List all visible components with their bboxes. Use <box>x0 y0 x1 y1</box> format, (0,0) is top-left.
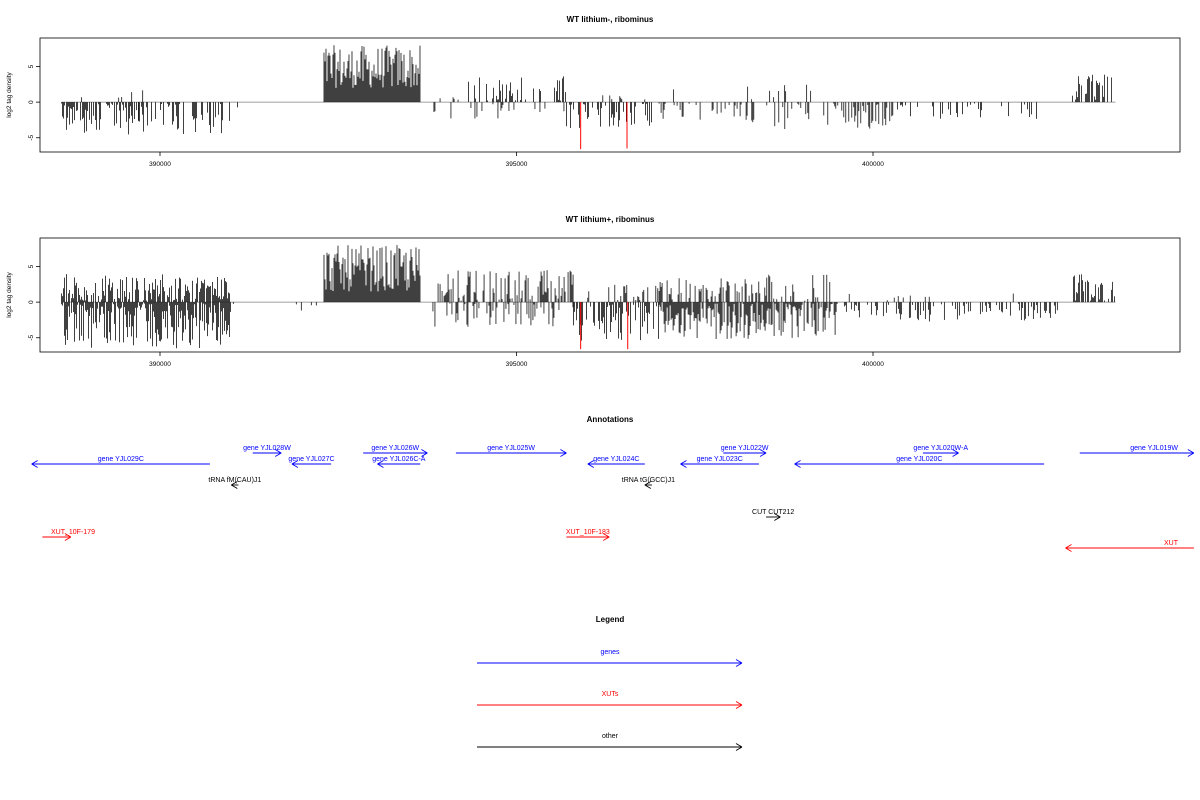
panel-wt-lithium-minus: WT lithium-, ribominus log2 tag density … <box>6 15 1181 168</box>
xut-arrow <box>1065 544 1194 552</box>
panel-2-title: WT lithium+, ribominus <box>566 215 655 224</box>
gene-label: gene YJL020W-A <box>913 445 968 452</box>
annotations-title: Annotations <box>587 415 634 424</box>
y-tick-label: 0 <box>28 300 35 304</box>
annotation-features: gene YJL029C gene YJL028W gene YJL027C gene… <box>31 445 1195 552</box>
panel-wt-lithium-plus: WT lithium+, ribominus log2 tag density … <box>6 215 1181 368</box>
other-feature-arrow <box>766 513 781 521</box>
x-tick-label: 400000 <box>862 161 884 168</box>
gene-arrow <box>455 449 567 457</box>
gene-arrow <box>794 460 1045 468</box>
other-feature-label: tRNA fM(CAU)J1 <box>208 477 261 484</box>
y-tick-label: -5 <box>28 134 35 140</box>
legend-items: genes XUTs other <box>477 649 743 751</box>
gene-arrow <box>31 460 210 468</box>
x-tick-label: 390000 <box>149 361 171 368</box>
y-tick-label: 0 <box>28 100 35 104</box>
panel-2-axes: 390000 395000 400000 -5 0 5 <box>28 264 884 368</box>
y-tick-label: 5 <box>28 264 35 268</box>
xut-arrow <box>42 533 72 541</box>
x-tick-label: 395000 <box>506 361 528 368</box>
other-feature-arrow <box>231 481 239 489</box>
xut-label: XUT <box>1164 540 1179 547</box>
gene-label: gene YJL025W <box>487 445 535 452</box>
legend-label-other: other <box>602 733 619 740</box>
gene-arrow <box>252 449 282 457</box>
gene-label: gene YJL024C <box>593 456 639 463</box>
gene-label: gene YJL026W <box>371 445 419 452</box>
legend-arrow-genes <box>477 659 743 667</box>
legend-arrow-xuts <box>477 701 743 709</box>
gene-arrow <box>587 460 645 468</box>
legend-label-xuts: XUTs <box>602 691 619 698</box>
other-feature-label: tRNA tG(GCC)J1 <box>622 477 675 484</box>
panel-1-y-axis-label: log2 tag density <box>6 71 13 117</box>
gene-arrow <box>291 460 332 468</box>
panel-2-y-axis-label: log2 tag density <box>6 271 13 317</box>
minus-strand-bars <box>61 302 1058 349</box>
legend-arrow-other <box>477 743 743 751</box>
gene-label: gene YJL023C <box>697 456 743 463</box>
panel-1-plot-frame <box>39 37 1181 153</box>
xut-label: XUT_10F-183 <box>566 529 610 536</box>
legend-title: Legend <box>596 615 625 624</box>
gene-arrow <box>377 460 421 468</box>
gene-arrow <box>680 460 759 468</box>
panel-2-plot-frame <box>39 237 1181 353</box>
gene-label: gene YJL019W <box>1130 445 1178 452</box>
panel-2-density-bars <box>61 245 1116 350</box>
panel-1-density-bars <box>61 45 1116 150</box>
panel-1-axes: 390000 395000 400000 -5 0 5 <box>28 64 884 168</box>
xut-label: XUT_10F-179 <box>51 529 95 536</box>
gene-arrow <box>1079 449 1195 457</box>
plus-strand-bars <box>81 45 1113 103</box>
gene-label: gene YJL029C <box>98 456 144 463</box>
x-tick-label: 390000 <box>149 161 171 168</box>
gene-arrow <box>723 449 767 457</box>
minus-strand-bars <box>61 102 1037 135</box>
other-feature-label: CUT CUT212 <box>752 509 794 516</box>
panel-1-title: WT lithium-, ribominus <box>567 15 654 24</box>
gene-label: gene YJL027C <box>288 456 334 463</box>
legend: Legend genes XUTs other <box>477 615 743 751</box>
gene-label: gene YJL020C <box>896 456 942 463</box>
legend-label-genes: genes <box>600 649 620 656</box>
x-tick-label: 395000 <box>506 161 528 168</box>
plus-strand-bars <box>61 245 1116 303</box>
other-feature-arrow <box>644 481 652 489</box>
gene-label: gene YJL028W <box>243 445 291 452</box>
x-tick-label: 400000 <box>862 361 884 368</box>
gene-arrow <box>922 449 959 457</box>
y-tick-label: 5 <box>28 64 35 68</box>
gene-label: gene YJL022W <box>721 445 769 452</box>
gene-arrow <box>363 449 428 457</box>
gene-label: gene YJL026C-A <box>372 456 426 463</box>
y-tick-label: -5 <box>28 334 35 340</box>
xut-arrow <box>566 533 610 541</box>
